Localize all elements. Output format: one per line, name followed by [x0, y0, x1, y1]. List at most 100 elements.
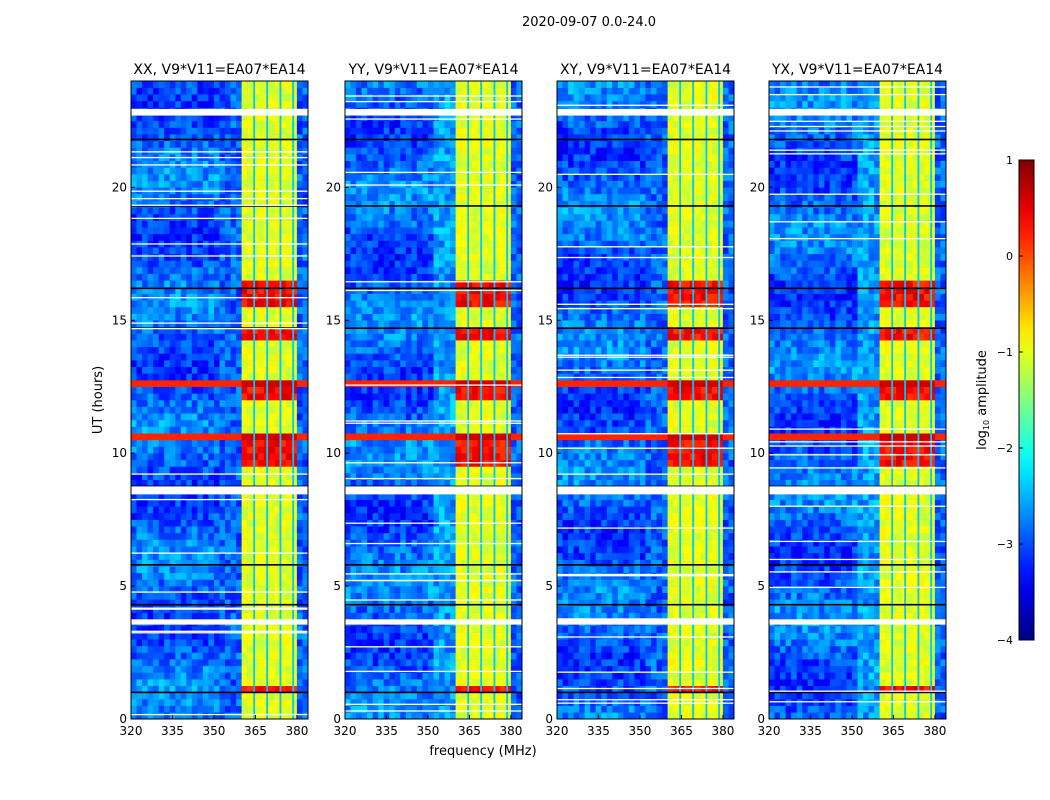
heatmap-cell — [394, 612, 401, 620]
heatmap-cell — [433, 493, 440, 500]
heatmap-cell — [214, 466, 220, 474]
heatmap-cell — [269, 94, 276, 102]
heatmap-cell — [516, 592, 523, 600]
heatmap-cell — [488, 586, 495, 593]
heatmap-cell — [175, 227, 182, 235]
heatmap-cell — [252, 532, 259, 540]
heatmap-cell — [202, 160, 209, 168]
heatmap-cell — [472, 526, 478, 534]
flag-line — [131, 552, 308, 554]
heatmap-cell — [241, 220, 248, 228]
heatmap-cell — [131, 519, 137, 527]
heatmap-cell — [499, 513, 506, 520]
heatmap-cell — [274, 579, 281, 587]
heatmap-cell — [153, 413, 159, 421]
heatmap-cell — [400, 599, 407, 607]
heatmap-cell — [400, 559, 407, 567]
heatmap-cell — [466, 439, 473, 447]
heatmap-cell — [225, 114, 231, 122]
heatmap-cell — [142, 466, 148, 474]
heatmap-cell — [236, 346, 242, 354]
heatmap-cell — [247, 552, 253, 560]
heatmap-cell — [247, 174, 253, 181]
heatmap-cell — [428, 513, 434, 520]
heatmap-cell — [208, 406, 215, 414]
heatmap-cell — [483, 532, 490, 540]
heatmap-cell — [499, 532, 506, 540]
heatmap-cell — [142, 127, 148, 135]
heatmap-cell — [433, 685, 440, 693]
heatmap-cell — [180, 599, 187, 607]
heatmap-cell — [356, 373, 362, 381]
heatmap-cell — [372, 406, 379, 414]
heatmap-cell — [175, 612, 182, 620]
heatmap-cell — [494, 426, 501, 434]
heatmap-cell — [158, 200, 165, 208]
heatmap-cell — [180, 406, 187, 414]
heatmap-cell — [202, 227, 209, 235]
heatmap-cell — [488, 380, 495, 387]
heatmap-cell — [258, 672, 264, 680]
heatmap-cell — [389, 439, 396, 447]
heatmap-cell — [197, 513, 204, 520]
heatmap-cell — [191, 174, 198, 181]
heatmap-cell — [394, 406, 401, 414]
heatmap-cell — [142, 699, 148, 706]
heatmap-cell — [302, 406, 309, 414]
heatmap-cell — [411, 346, 418, 354]
heatmap-cell — [394, 439, 401, 447]
heatmap-cell — [296, 180, 303, 188]
heatmap-cell — [169, 213, 176, 221]
heatmap-cell — [291, 267, 298, 274]
heatmap-cell — [230, 386, 237, 394]
heatmap-cell — [236, 380, 242, 387]
heatmap-cell — [400, 366, 407, 374]
heatmap-cell — [219, 459, 226, 467]
heatmap-cell — [422, 665, 429, 673]
heatmap-cell — [131, 200, 137, 208]
heatmap-cell — [274, 340, 281, 348]
heatmap-cell — [158, 659, 165, 667]
heatmap-cell — [186, 426, 193, 434]
heatmap-cell — [416, 426, 423, 434]
heatmap-cell — [361, 632, 368, 640]
heatmap-cell — [147, 233, 154, 241]
heatmap-cell — [302, 140, 309, 148]
heatmap-cell — [461, 559, 467, 567]
heatmap-cell — [186, 493, 193, 500]
heatmap-cell — [372, 705, 379, 713]
heatmap-cell — [247, 406, 253, 414]
heatmap-cell — [230, 134, 237, 142]
heatmap-cell — [428, 692, 434, 700]
heatmap-cell — [291, 280, 298, 288]
heatmap-cell — [191, 459, 198, 467]
heatmap-cell — [510, 333, 517, 341]
heatmap-cell — [428, 685, 434, 693]
heatmap-cell — [494, 645, 501, 653]
heatmap-cell — [164, 526, 170, 534]
heatmap-cell — [455, 579, 462, 587]
heatmap-cell — [147, 140, 154, 148]
heatmap-cell — [269, 87, 276, 95]
heatmap-cell — [252, 493, 259, 500]
heatmap-cell — [394, 705, 401, 713]
heatmap-cell — [499, 626, 506, 633]
heatmap-cell — [461, 645, 467, 653]
heatmap-cell — [285, 672, 292, 680]
heatmap-cell — [247, 579, 253, 587]
heatmap-cell — [241, 340, 248, 348]
heatmap-cell — [258, 307, 264, 314]
heatmap-cell — [356, 639, 362, 647]
heatmap-cell — [225, 672, 231, 680]
heatmap-cell — [488, 532, 495, 540]
heatmap-cell — [186, 213, 193, 221]
heatmap-cell — [516, 439, 523, 447]
heatmap-cell — [428, 353, 434, 361]
heatmap-cell — [302, 280, 309, 288]
heatmap-cell — [236, 705, 242, 713]
heatmap-cell — [236, 546, 242, 554]
heatmap-cell — [164, 247, 170, 254]
heatmap-cell — [494, 453, 501, 461]
heatmap-cell — [175, 326, 182, 334]
heatmap-cell — [147, 127, 154, 135]
